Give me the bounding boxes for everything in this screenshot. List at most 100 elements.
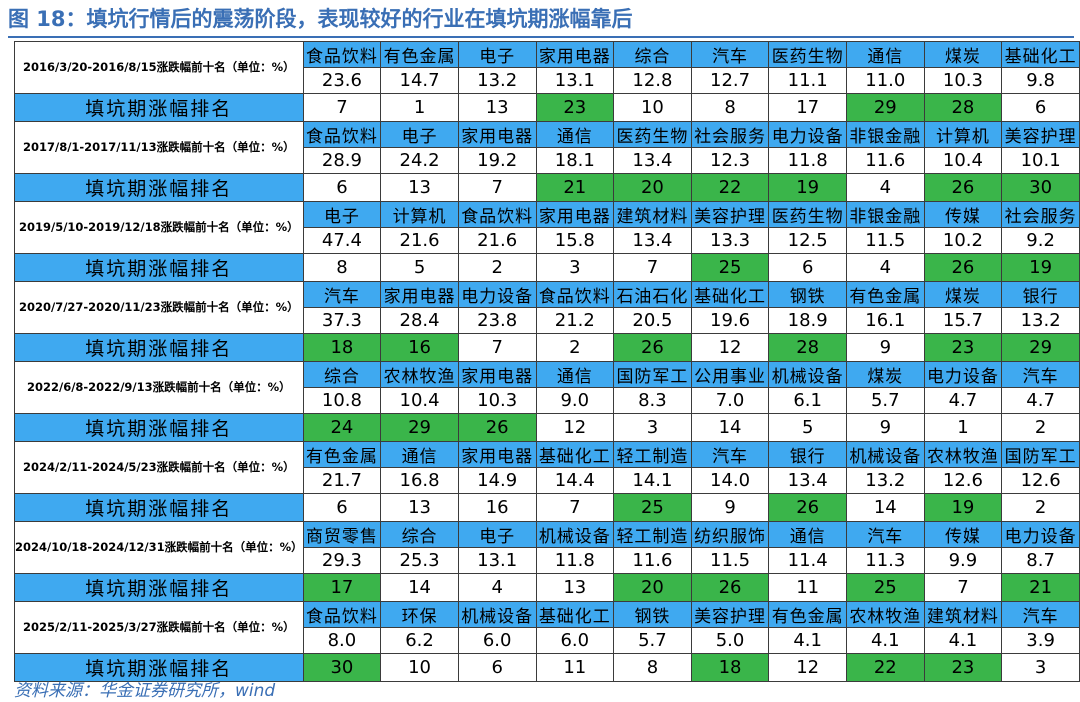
industry-name-cell: 医药生物 — [613, 121, 692, 148]
industry-name-cell: 基础化工 — [690, 281, 770, 308]
industry-name-cell: 公用事业 — [690, 361, 770, 388]
industry-name-cell: 传媒 — [923, 521, 1003, 548]
change-value-cell: 11.4 — [768, 547, 847, 574]
rank-cell-highlighted: 17 — [302, 573, 382, 602]
change-value-cell: 11.6 — [846, 147, 925, 174]
change-value-cell: 12.8 — [613, 67, 692, 94]
rank-row-label: 填坑期涨幅排名 — [14, 413, 304, 442]
industry-name-cell: 汽车 — [1001, 361, 1080, 388]
rank-row: 填坑期涨幅排名 6 13 7 21 20 22 19 4 26 30 — [14, 173, 1080, 202]
rank-cell: 12 — [535, 413, 615, 442]
industry-name-cell: 环保 — [380, 601, 459, 628]
industry-name-cell: 基础化工 — [535, 441, 615, 468]
industry-name-cell: 家用电器 — [535, 41, 615, 68]
industry-name-cell: 家用电器 — [535, 201, 615, 228]
change-value-cell: 19.2 — [457, 147, 537, 174]
industry-name-cell: 综合 — [380, 521, 459, 548]
industry-name-cell: 汽车 — [846, 521, 925, 548]
change-value-cell: 14.4 — [535, 467, 615, 494]
change-value-cell: 12.3 — [690, 147, 770, 174]
industry-name-cell: 农林牧渔 — [380, 361, 459, 388]
table-body: 2016/3/20-2016/8/15涨跌幅前十名（单位：%） 食品饮料 有色金属电… — [14, 41, 1080, 682]
rank-cell-highlighted: 18 — [690, 653, 770, 682]
change-value-cell: 14.7 — [380, 67, 459, 94]
rank-cell-highlighted: 16 — [380, 333, 459, 362]
rank-cell-highlighted: 28 — [768, 333, 847, 362]
industry-name-cell: 机械设备 — [846, 441, 925, 468]
industry-name-cell: 煤炭 — [846, 361, 925, 388]
industry-row: 2024/2/11-2024/5/23涨跌幅前十名（单位：%） 有色金属 通信 家用电… — [14, 441, 1080, 494]
rank-row-label: 填坑期涨幅排名 — [14, 333, 304, 362]
industry-name-cell: 电子 — [457, 521, 537, 548]
change-value-cell: 8.0 — [302, 627, 382, 654]
change-value-cell: 11.3 — [846, 547, 925, 574]
change-value-cell: 21.6 — [380, 227, 459, 254]
industry-name-cell: 有色金属 — [302, 441, 382, 468]
rank-cell: 9 — [846, 333, 925, 362]
value-row: 8.0 6.2 6.0 6.0 5.7 5.0 4.1 4.1 4.1 3.9 — [15, 627, 1080, 654]
change-value-cell: 8.3 — [613, 387, 692, 414]
value-row: 28.9 24.2 19.2 18.1 13.4 12.3 11.8 11.6 10.4 10.1 — [15, 147, 1080, 174]
rank-cell: 12 — [690, 333, 770, 362]
rank-cell: 13 — [380, 493, 459, 522]
change-value-cell: 10.4 — [923, 147, 1003, 174]
change-value-cell: 11.5 — [846, 227, 925, 254]
rank-cell-highlighted: 30 — [302, 653, 382, 682]
value-row: 21.7 16.8 14.9 14.4 14.1 14.0 13.4 13.2 12.6 12.6 — [15, 467, 1080, 494]
rank-row: 填坑期涨幅排名 24 29 26 12 3 14 5 9 1 2 — [14, 413, 1080, 442]
rank-row: 填坑期涨幅排名 30 10 6 11 8 18 12 22 23 3 — [14, 653, 1080, 682]
rank-cell-highlighted: 19 — [768, 173, 847, 202]
change-value-cell: 6.0 — [535, 627, 615, 654]
change-value-cell: 11.5 — [690, 547, 770, 574]
change-value-cell: 12.5 — [768, 227, 847, 254]
rank-cell: 6 — [302, 493, 382, 522]
industry-name-cell: 钢铁 — [768, 281, 847, 308]
industry-row: 2025/2/11-2025/3/27涨跌幅前十名（单位：%） 食品饮料 环保 机械设… — [14, 601, 1080, 654]
value-row: 29.3 25.3 13.1 11.8 11.6 11.5 11.4 11.3 9.9 8.7 — [15, 547, 1080, 574]
rank-cell: 4 — [846, 253, 925, 282]
rank-cell: 12 — [768, 653, 847, 682]
rank-row: 填坑期涨幅排名 7 1 13 23 10 8 17 29 28 6 — [14, 93, 1080, 122]
industry-name-cell: 煤炭 — [923, 41, 1003, 68]
industry-name-cell: 有色金属 — [846, 281, 925, 308]
change-value-cell: 24.2 — [380, 147, 459, 174]
rank-cell: 6 — [768, 253, 847, 282]
industry-name-cell: 基础化工 — [1001, 41, 1080, 68]
rank-cell: 9 — [690, 493, 770, 522]
rank-cell-highlighted: 29 — [380, 413, 459, 442]
change-value-cell: 4.7 — [923, 387, 1003, 414]
rank-row-label: 填坑期涨幅排名 — [14, 493, 304, 522]
rank-cell: 1 — [923, 413, 1003, 442]
change-value-cell: 13.2 — [846, 467, 925, 494]
change-value-cell: 13.4 — [768, 467, 847, 494]
change-value-cell: 28.9 — [302, 147, 382, 174]
period-label: 2016/3/20-2016/8/15涨跌幅前十名（单位：%） — [14, 41, 304, 94]
period-label: 2020/7/27-2020/11/23涨跌幅前十名（单位：%） — [14, 281, 304, 334]
change-value-cell: 29.3 — [302, 547, 382, 574]
rank-cell: 11 — [768, 573, 847, 602]
industry-row: 2019/5/10-2019/12/18涨跌幅前十名（单位：%） 电子 计算机 食品饮… — [14, 201, 1080, 254]
change-value-cell: 21.2 — [535, 307, 615, 334]
rank-cell-highlighted: 26 — [923, 173, 1003, 202]
industry-name-cell: 非银金融 — [846, 121, 925, 148]
industry-row: 2016/3/20-2016/8/15涨跌幅前十名（单位：%） 食品饮料 有色金属电… — [14, 41, 1080, 94]
industry-name-cell: 电力设备 — [923, 361, 1003, 388]
rank-cell-highlighted: 21 — [1001, 573, 1080, 602]
industry-row: 2024/10/18-2024/12/31涨跌幅前十名（单位：%） 商贸零售 综合电… — [14, 521, 1080, 574]
industry-name-cell: 家用电器 — [457, 121, 537, 148]
rank-cell: 7 — [457, 333, 537, 362]
period-label: 2024/10/18-2024/12/31涨跌幅前十名（单位：%） — [14, 521, 304, 574]
industry-name-cell: 通信 — [846, 41, 925, 68]
industry-name-cell: 轻工制造 — [613, 441, 692, 468]
rank-row: 填坑期涨幅排名 17 14 4 13 20 26 11 25 7 21 — [14, 573, 1080, 602]
industry-name-cell: 商贸零售 — [302, 521, 382, 548]
industry-name-cell: 家用电器 — [457, 361, 537, 388]
industry-name-cell: 国防军工 — [1001, 441, 1080, 468]
change-value-cell: 9.0 — [535, 387, 615, 414]
rank-cell: 17 — [768, 93, 847, 122]
rank-cell: 13 — [380, 173, 459, 202]
change-value-cell: 5.7 — [613, 627, 692, 654]
change-value-cell: 9.9 — [923, 547, 1003, 574]
source-note: 资料来源：华金证券研究所，wind — [14, 681, 276, 701]
rank-cell: 2 — [1001, 413, 1080, 442]
